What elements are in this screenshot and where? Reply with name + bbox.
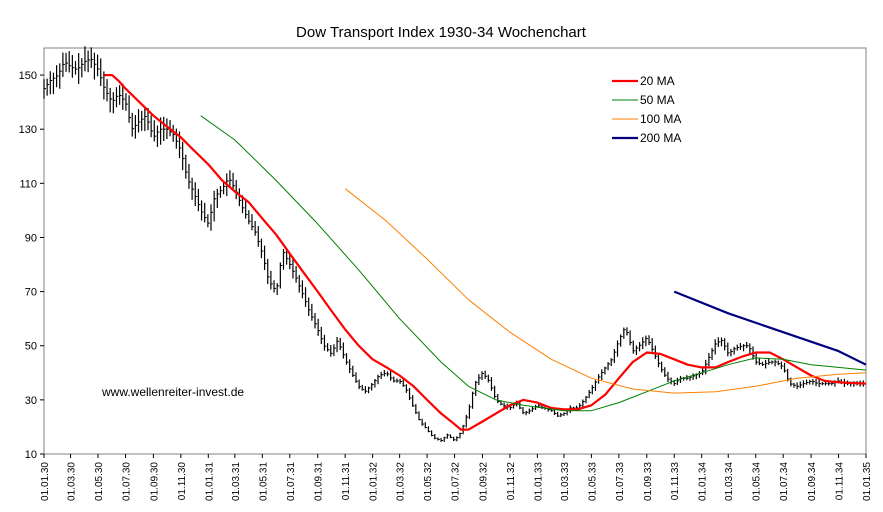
y-tick-label: 70 (25, 287, 37, 299)
x-tick-label: 01.11.31 (341, 462, 352, 501)
price-bars (43, 46, 866, 442)
x-tick-label: 01.11.33 (670, 462, 681, 501)
x-tick-label: 01.05.31 (258, 462, 269, 501)
x-tick-label: 01.11.30 (177, 462, 188, 501)
x-tick-label: 01.05.34 (752, 462, 763, 501)
x-tick-label: 01.01.32 (369, 462, 380, 501)
x-tick-label: 01.03.33 (560, 462, 571, 501)
x-tick-label: 01.01.30 (40, 462, 51, 501)
x-tick-label: 01.05.30 (94, 462, 105, 501)
y-tick-label: 110 (19, 178, 37, 190)
legend-label: 50 MA (640, 93, 675, 107)
x-tick-label: 01.07.33 (615, 462, 626, 501)
x-tick-label: 01.01.31 (204, 462, 215, 501)
x-tick-label: 01.07.31 (286, 462, 297, 501)
legend-label: 20 MA (640, 74, 675, 88)
series-line-100-ma (344, 188, 867, 394)
y-tick-label: 90 (25, 232, 37, 244)
x-tick-label: 01.01.35 (862, 462, 873, 501)
x-tick-label: 01.11.32 (506, 462, 517, 501)
x-tick-label: 01.09.34 (807, 462, 818, 501)
y-tick-label: 130 (19, 124, 37, 136)
x-tick-label: 01.03.34 (724, 462, 735, 501)
x-tick-label: 01.09.31 (314, 462, 325, 501)
x-tick-label: 01.03.31 (231, 462, 242, 501)
chart-title: Dow Transport Index 1930-34 Wochenchart (296, 24, 587, 41)
watermark-text: www.wellenreiter-invest.de (101, 385, 244, 399)
series-line-50-ma (200, 115, 867, 412)
y-tick-label: 150 (19, 70, 37, 82)
x-tick-label: 01.05.33 (587, 462, 598, 501)
plot-frame (43, 47, 867, 455)
x-tick-label: 01.05.32 (423, 462, 434, 501)
x-tick-label: 01.11.34 (835, 462, 846, 501)
x-tick-label: 01.03.32 (396, 462, 407, 501)
x-tick-label: 01.01.33 (533, 462, 544, 501)
series-line-20-ma (104, 74, 867, 431)
y-tick-label: 10 (25, 449, 37, 461)
x-tick-label: 01.07.30 (121, 462, 132, 501)
y-tick-label: 50 (25, 341, 37, 353)
x-tick-label: 01.09.33 (643, 462, 654, 501)
y-tick-label: 30 (25, 395, 37, 407)
x-tick-label: 01.07.32 (451, 462, 462, 501)
x-tick-label: 01.09.30 (149, 462, 160, 501)
x-tick-label: 01.09.32 (478, 462, 489, 501)
plot-area: 10 30 50 70 90 110 130 150 01.01.30 01.03.30 01.05… (19, 46, 873, 501)
series-line-200-ma (673, 290, 867, 366)
x-tick-label: 01.03.30 (67, 462, 78, 501)
x-tick-label: 01.07.34 (779, 462, 790, 501)
legend-label: 200 MA (640, 131, 681, 145)
legend-label: 100 MA (640, 112, 681, 126)
x-tick-label: 01.01.34 (698, 462, 709, 501)
legend: 20 MA 50 MA 100 MA 200 MA (612, 74, 681, 145)
